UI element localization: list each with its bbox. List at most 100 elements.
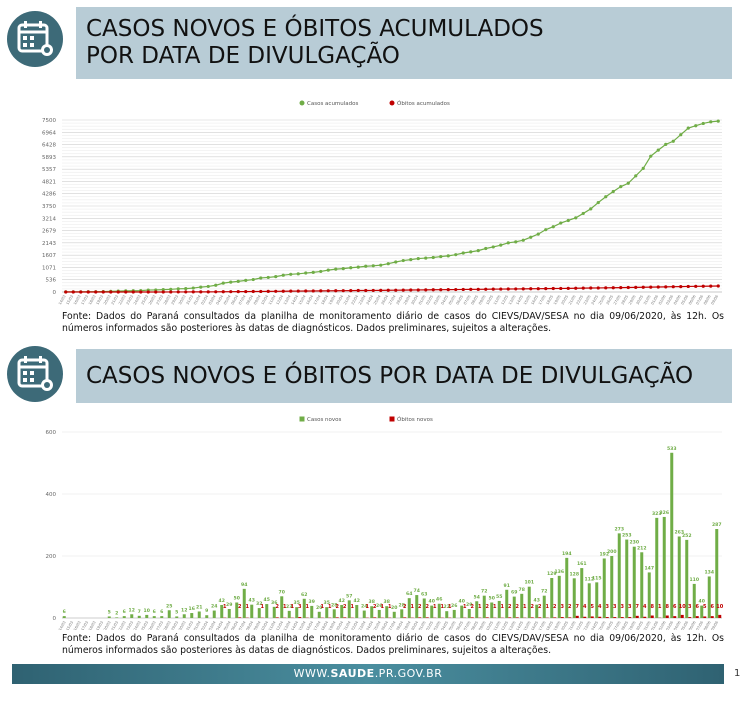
point (311, 289, 315, 293)
y-tick-label: 6428 (42, 143, 56, 149)
y-tick-label: 2143 (42, 241, 56, 247)
x-tick-label: 29/03 (170, 621, 179, 631)
value-label: 6 (160, 609, 163, 615)
point (709, 284, 713, 288)
bar (310, 605, 314, 618)
point (611, 286, 615, 290)
bar (197, 611, 201, 618)
point (214, 290, 218, 294)
value-label: 26 (376, 603, 382, 609)
bar (205, 615, 209, 618)
point (454, 287, 458, 292)
value-label: 253 (622, 533, 632, 539)
value-label: 2 (538, 604, 542, 610)
point (289, 289, 293, 293)
point (536, 287, 540, 291)
bar (613, 617, 617, 618)
value-label: 1 (246, 604, 250, 610)
value-label: 1 (433, 604, 437, 610)
bar (272, 606, 276, 618)
bar (460, 605, 464, 618)
value-label: 533 (667, 446, 677, 452)
bar (515, 617, 519, 618)
value-label: 4 (583, 604, 587, 610)
point (581, 286, 585, 290)
x-tick-label: 25/05 (598, 295, 607, 306)
title-line: POR DATA DE DIVULGAÇÃO (86, 43, 400, 69)
value-label: 1 (493, 604, 497, 610)
value-label: 263 (674, 529, 684, 535)
point (281, 273, 285, 277)
x-tick-label: 21/03 (110, 621, 119, 631)
x-tick-label: 19/05 (553, 295, 562, 306)
x-tick-label: 19/03 (95, 621, 104, 631)
bar (520, 593, 524, 618)
value-label: 1 (223, 604, 227, 610)
bar (377, 609, 381, 618)
value-label: 10 (679, 604, 686, 610)
point (184, 290, 188, 294)
bar (490, 602, 494, 618)
value-label: 161 (577, 561, 587, 567)
bar (295, 607, 299, 618)
value-label: 101 (524, 580, 534, 586)
x-tick-label: 07/05 (463, 621, 472, 631)
point (566, 218, 570, 223)
x-tick-label: 01/06 (650, 620, 659, 630)
value-label: 35 (294, 600, 300, 606)
point (334, 289, 338, 293)
point (521, 238, 525, 242)
value-label: 1 (328, 604, 332, 610)
bar (298, 617, 302, 618)
x-tick-label: 03/06 (665, 620, 674, 630)
point (289, 272, 293, 276)
value-label: 2 (336, 604, 340, 610)
value-label: 40 (459, 599, 465, 605)
x-tick-label: 15/03 (65, 621, 74, 631)
point (176, 290, 180, 294)
value-label: 1 (381, 604, 385, 610)
bar (482, 595, 486, 618)
point (244, 278, 248, 282)
value-label: 2 (486, 604, 490, 610)
x-tick-label: 09/04 (253, 294, 262, 306)
point (251, 289, 255, 294)
bar (605, 617, 609, 618)
bar (182, 614, 186, 618)
x-tick-label: 02/05 (425, 295, 434, 306)
point (319, 289, 323, 293)
x-tick-label: 24/03 (133, 295, 142, 306)
value-label: 24 (211, 604, 217, 610)
point (476, 249, 480, 253)
legend-swatch (389, 100, 395, 106)
value-label: 23 (286, 604, 292, 610)
bar (692, 583, 696, 618)
point (679, 284, 683, 289)
x-tick-label: 14/05 (515, 621, 524, 631)
point (109, 290, 113, 294)
x-tick-label: 07/05 (463, 295, 472, 306)
value-label: 2 (403, 604, 407, 610)
point (446, 254, 450, 258)
point (379, 288, 383, 292)
bar (542, 595, 546, 618)
point (596, 286, 600, 290)
value-label: 38 (384, 599, 390, 605)
point (206, 290, 210, 294)
x-tick-label: 24/03 (133, 621, 142, 631)
x-tick-label: 25/04 (373, 620, 382, 630)
x-tick-label: 27/04 (388, 620, 397, 630)
value-label: 22 (444, 604, 450, 610)
x-tick-label: 13/05 (508, 621, 517, 631)
value-label: 2 (553, 604, 557, 610)
point (424, 256, 428, 260)
point (664, 142, 668, 146)
bar (430, 605, 434, 618)
bar (655, 517, 659, 618)
point (634, 174, 638, 178)
point (101, 290, 105, 294)
bar (400, 609, 404, 618)
x-tick-label: 16/03 (73, 621, 82, 631)
x-tick-label: 31/05 (643, 621, 652, 631)
point (574, 286, 578, 290)
